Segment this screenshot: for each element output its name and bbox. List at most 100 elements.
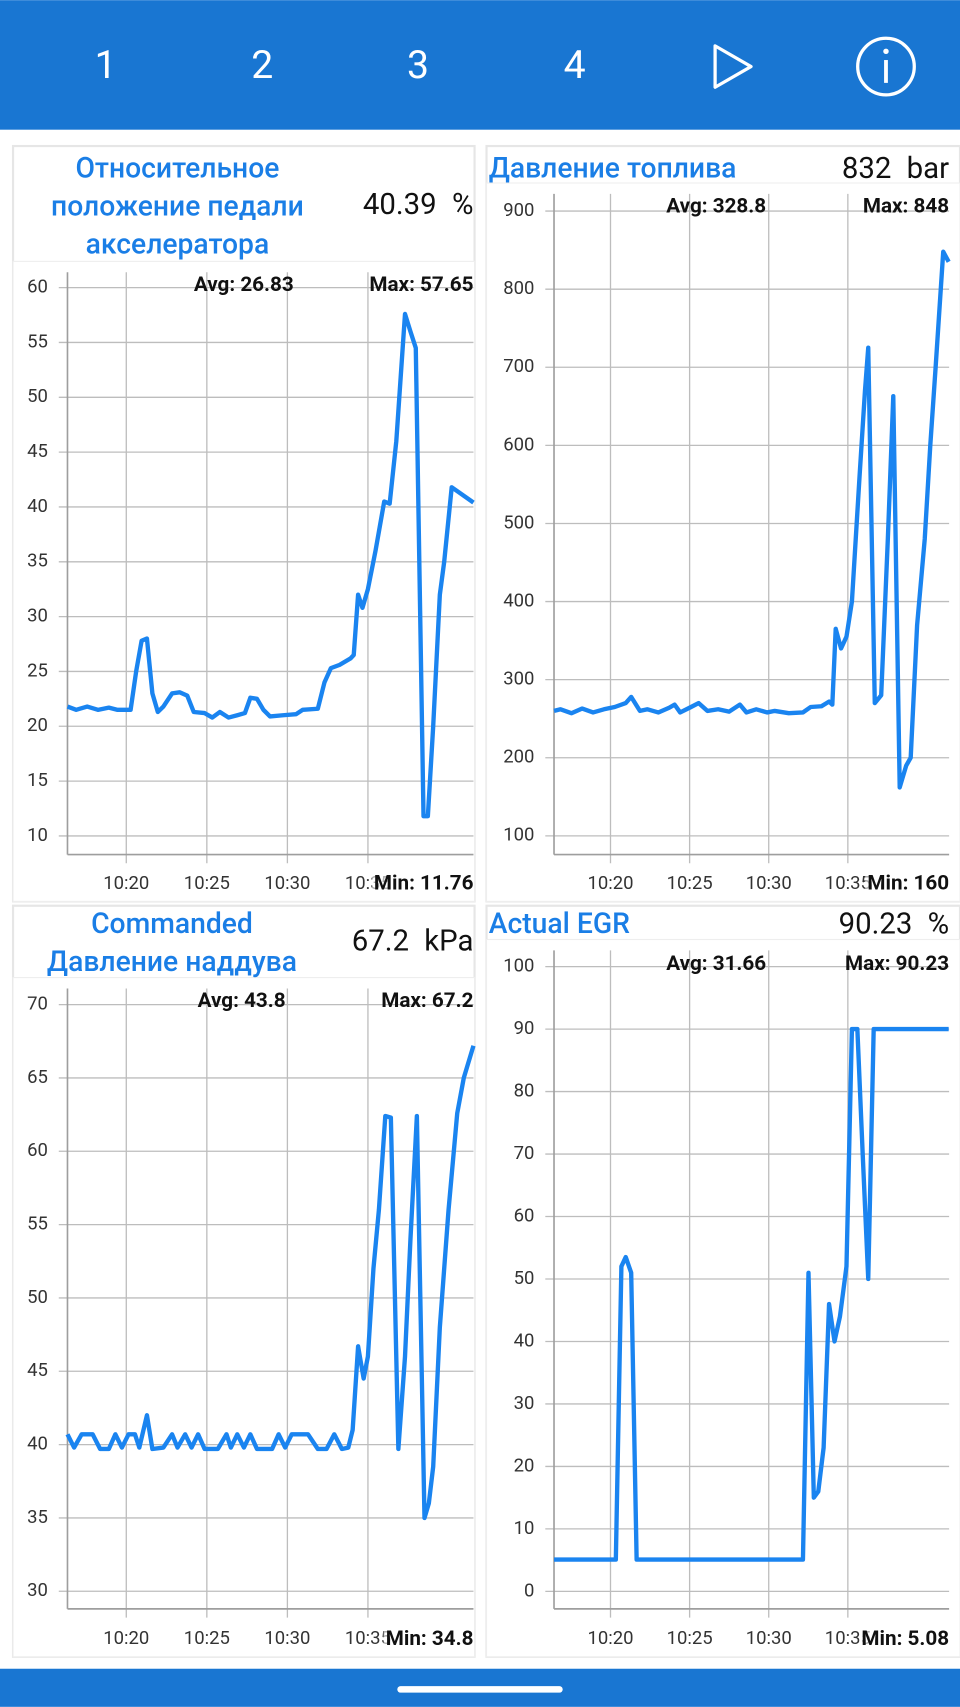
x-tick-label: 10:20	[587, 872, 633, 894]
chart-title: Давление наддува	[47, 945, 297, 978]
data-line	[65, 1045, 476, 1521]
avg-label: Avg: 328.8	[666, 194, 766, 218]
min-label-background	[371, 871, 474, 896]
y-tick-label: 20	[514, 1454, 535, 1476]
value-unit: %	[452, 188, 474, 222]
y-tick-label: 300	[503, 668, 534, 690]
plot-background	[485, 938, 960, 1658]
y-tick-label: 30	[514, 1392, 535, 1414]
chart-title: Относительное	[75, 151, 279, 184]
play-button[interactable]	[713, 44, 753, 89]
y-tick-label: 45	[27, 440, 48, 462]
tab[interactable]: 2	[251, 42, 273, 88]
y-tick-label: 500	[503, 511, 534, 533]
y-tick-label: 35	[27, 1506, 48, 1528]
value-unit: %	[928, 907, 950, 941]
y-tick-label: 600	[503, 433, 534, 455]
x-tick-label: 10:25	[184, 1627, 230, 1649]
data-line	[554, 1026, 949, 1562]
min-label-background	[859, 1626, 950, 1651]
max-label: Max: 67.2	[381, 989, 473, 1013]
y-tick-label: 60	[27, 276, 48, 298]
y-tick-label: 100	[503, 824, 534, 846]
value-number: 40.39	[363, 188, 437, 222]
avg-label: Avg: 31.66	[666, 952, 766, 976]
plot-background	[12, 260, 476, 902]
x-tick-label: 10:20	[103, 872, 149, 894]
current-value: 40.39%	[363, 188, 474, 222]
y-tick-label: 800	[503, 277, 534, 299]
y-tick-label: 60	[514, 1204, 535, 1226]
plot-background	[485, 182, 960, 902]
y-tick-label: 70	[514, 1142, 535, 1164]
value-number: 67.2	[352, 925, 409, 959]
x-tick-label: 10:25	[184, 872, 230, 894]
y-tick-label: 65	[27, 1066, 48, 1088]
current-value: 832 bar	[842, 152, 949, 186]
x-tick-label: 10:30	[264, 1627, 310, 1649]
x-tick-label: 10:30	[746, 872, 792, 894]
y-tick-label: 55	[27, 1212, 48, 1234]
x-tick-label: 10:25	[667, 872, 713, 894]
home-indicator[interactable]	[397, 1686, 563, 1693]
y-tick-label: 40	[27, 495, 48, 517]
plot-background	[12, 977, 476, 1658]
y-tick-label: 60	[27, 1139, 48, 1161]
min-label: Min: 34.8	[386, 1627, 474, 1651]
value-number: 832	[842, 152, 892, 186]
chart-card: Давление топлива 832 bar 100 200 300 400 500 600…	[485, 144, 960, 903]
avg-label: Avg: 43.8	[198, 989, 286, 1013]
y-tick-label: 20	[27, 714, 48, 736]
chart-card: Commanded Давление наддува 67.2 kPa 30 35 40 45…	[11, 904, 476, 1658]
tab[interactable]: 1	[95, 42, 117, 88]
y-tick-label: 90	[514, 1017, 535, 1039]
min-label-background	[383, 1626, 474, 1651]
min-label: Min: 11.76	[374, 871, 474, 895]
top-bar	[0, 0, 960, 130]
min-label: Min: 160	[867, 871, 949, 895]
y-tick-label: 55	[27, 330, 48, 352]
value-unit: kPa	[424, 925, 473, 959]
y-tick-label: 900	[503, 199, 534, 221]
min-label: Min: 5.08	[861, 1627, 949, 1651]
chart-title: Давление топлива	[489, 151, 737, 184]
x-tick-label: 10:30	[264, 872, 310, 894]
max-label: Max: 90.23	[845, 952, 949, 976]
data-line	[66, 311, 475, 819]
current-value: 90.23%	[839, 907, 950, 941]
y-tick-label: 0	[524, 1579, 534, 1601]
y-tick-label: 40	[27, 1432, 48, 1454]
y-tick-label: 25	[27, 659, 48, 681]
tab[interactable]: 4	[564, 42, 586, 88]
chart-title: положение педали	[51, 190, 304, 223]
chart-title: акселератора	[86, 228, 270, 261]
tab[interactable]: 3	[407, 42, 429, 88]
y-tick-label: 400	[503, 589, 534, 611]
x-tick-label: 10:35	[345, 1627, 391, 1649]
x-tick-label: 10:20	[103, 1627, 149, 1649]
y-tick-label: 40	[514, 1329, 535, 1351]
y-tick-label: 200	[503, 746, 534, 768]
x-tick-label: 10:30	[746, 1627, 792, 1649]
y-tick-label: 15	[27, 769, 48, 791]
chart-card: Относительное положение педали акселератор…	[11, 144, 476, 903]
y-tick-label: 10	[514, 1517, 535, 1539]
y-tick-label: 700	[503, 355, 534, 377]
y-tick-label: 30	[27, 605, 48, 627]
y-tick-label: 50	[27, 385, 48, 407]
y-tick-label: 70	[27, 992, 48, 1014]
info-button[interactable]	[856, 36, 916, 97]
x-tick-label: 10:35	[825, 872, 871, 894]
y-tick-label: 30	[27, 1579, 48, 1601]
y-tick-label: 100	[503, 955, 534, 977]
y-tick-label: 50	[27, 1286, 48, 1308]
current-value: 67.2 kPa	[352, 925, 474, 959]
x-tick-label: 10:20	[587, 1627, 633, 1649]
data-line	[553, 249, 951, 790]
y-tick-label: 35	[27, 550, 48, 572]
max-label: Max: 848	[863, 194, 949, 218]
chart-card: Actual EGR 90.23 % 0 10 20 30 40 50 60 70 80 90 100 10…	[485, 904, 960, 1658]
y-tick-label: 50	[514, 1267, 535, 1289]
